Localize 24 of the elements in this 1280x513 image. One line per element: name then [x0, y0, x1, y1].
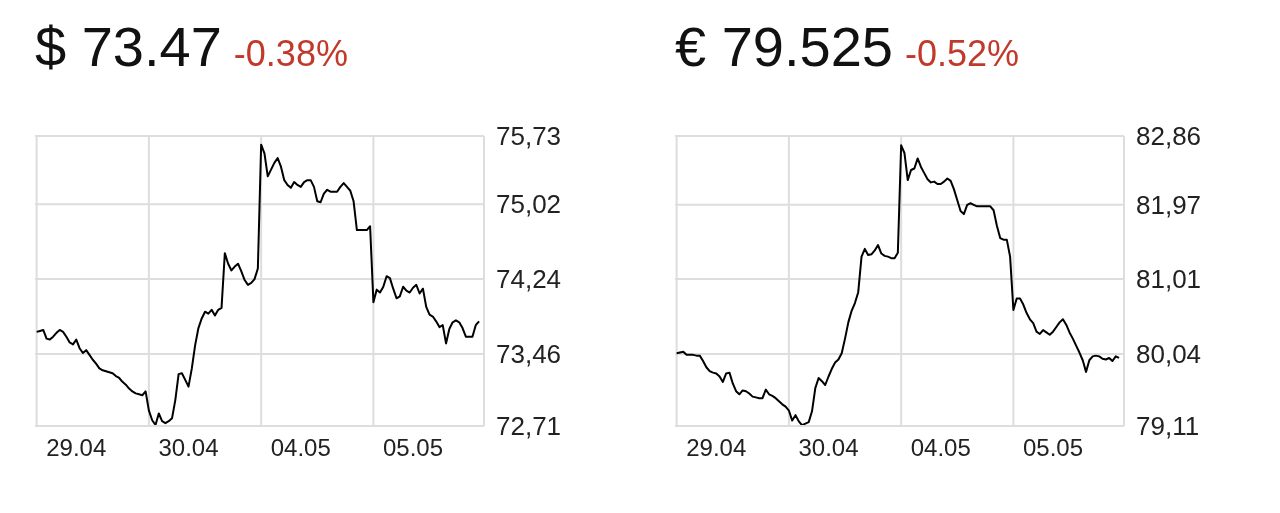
- x-tick-label: 04.05: [910, 434, 971, 461]
- chart-subtitle: -0.52%: [904, 33, 1020, 74]
- x-tick-label: 30.04: [158, 434, 219, 461]
- line-series: [35, 143, 481, 426]
- chart-subtitle: -0.38%: [233, 33, 348, 74]
- x-tick-label: 29.04: [686, 434, 747, 461]
- chart-title: € 79.525: [675, 15, 893, 78]
- line-series: [675, 144, 1121, 426]
- y-tick-label: 72,71: [496, 411, 562, 441]
- x-tick-label: 05.05: [1022, 434, 1084, 461]
- y-tick-label: 81,97: [1136, 189, 1202, 220]
- x-tick-label: 05.05: [382, 434, 444, 461]
- y-tick-label: 73,46: [496, 338, 562, 369]
- x-tick-label: 30.04: [798, 434, 859, 461]
- y-tick-label: 74,24: [496, 264, 562, 295]
- chart-title: $ 73.47: [35, 15, 222, 78]
- y-tick-label: 79,11: [1136, 411, 1200, 441]
- y-tick-label: 75,73: [496, 121, 562, 151]
- y-tick-label: 80,04: [1136, 339, 1202, 370]
- y-tick-label: 81,01: [1136, 264, 1202, 295]
- x-tick-label: 29.04: [46, 434, 107, 461]
- x-tick-label: 04.05: [270, 434, 331, 461]
- y-tick-label: 75,02: [496, 189, 562, 220]
- y-tick-label: 82,86: [1136, 121, 1202, 151]
